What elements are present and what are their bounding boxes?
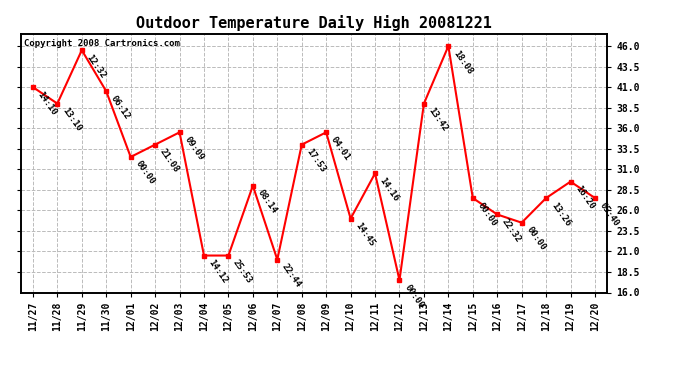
Text: 00:00: 00:00 xyxy=(475,201,498,228)
Text: 00:00: 00:00 xyxy=(402,283,425,310)
Text: 22:32: 22:32 xyxy=(500,217,523,244)
Text: 13:42: 13:42 xyxy=(427,106,450,133)
Text: 05:40: 05:40 xyxy=(598,201,621,228)
Text: 14:12: 14:12 xyxy=(207,258,230,285)
Text: 21:08: 21:08 xyxy=(158,147,181,174)
Text: 13:26: 13:26 xyxy=(549,201,572,228)
Text: 14:10: 14:10 xyxy=(36,90,59,117)
Text: 22:44: 22:44 xyxy=(280,262,303,289)
Text: 00:00: 00:00 xyxy=(134,159,157,187)
Title: Outdoor Temperature Daily High 20081221: Outdoor Temperature Daily High 20081221 xyxy=(136,15,492,31)
Text: 00:00: 00:00 xyxy=(524,225,547,252)
Text: Copyright 2008 Cartronics.com: Copyright 2008 Cartronics.com xyxy=(23,39,179,48)
Text: 13:10: 13:10 xyxy=(60,106,83,133)
Text: 08:14: 08:14 xyxy=(256,188,279,215)
Text: 16:20: 16:20 xyxy=(573,184,596,211)
Text: 09:09: 09:09 xyxy=(182,135,205,162)
Text: 18:08: 18:08 xyxy=(451,48,474,76)
Text: 12:32: 12:32 xyxy=(85,53,108,80)
Text: 04:01: 04:01 xyxy=(329,135,352,162)
Text: 14:16: 14:16 xyxy=(378,176,401,203)
Text: 14:45: 14:45 xyxy=(353,221,376,248)
Text: 17:53: 17:53 xyxy=(305,147,328,174)
Text: 25:53: 25:53 xyxy=(231,258,254,285)
Text: 06:12: 06:12 xyxy=(109,94,132,121)
